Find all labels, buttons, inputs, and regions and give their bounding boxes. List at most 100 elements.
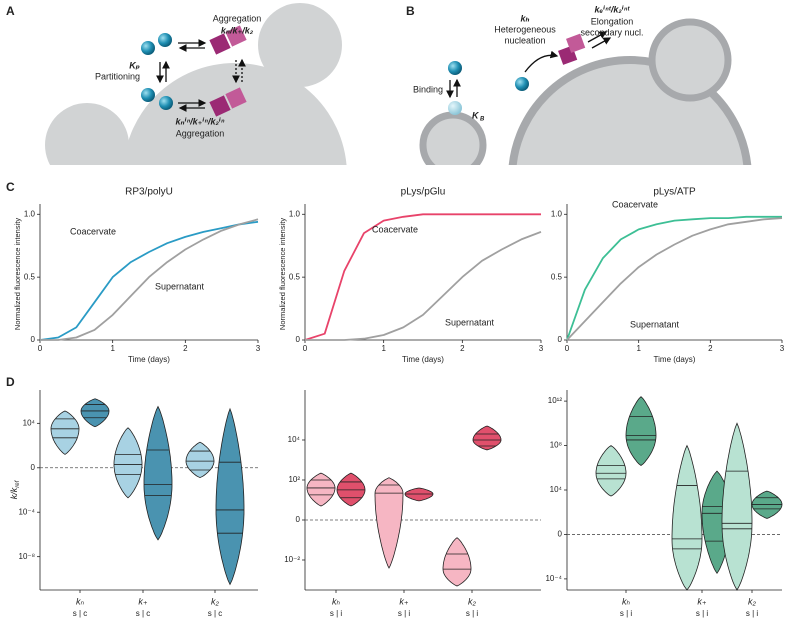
symbol: kₕ [520,13,529,23]
y-tick-label: 1.0 [289,209,301,218]
x-tick-label: 0 [303,344,308,353]
x-tick-sublabel: s | i [466,609,479,618]
x-tick-label: kₙ [76,596,85,606]
y-tick-label: 0 [558,335,563,344]
violin [50,410,80,455]
series-line [40,218,259,341]
violin [215,407,245,586]
x-tick-label: k₊ [399,596,409,606]
y-tick-label: 0.5 [24,272,36,281]
x-axis-label: Time (days) [654,355,696,364]
x-tick-label: k₊ [697,596,707,606]
x-tick-label: 3 [256,344,261,353]
y-tick-label: 1.0 [24,209,36,218]
y-tick-label: 10⁻⁸ [19,552,36,561]
series-line [304,213,541,341]
y-tick-label: 10⁸ [550,441,562,450]
y-tick-label: 0 [558,530,563,539]
series-label: Supernatant [445,317,495,327]
x-tick-sublabel: s | i [620,609,633,618]
x-tick-label: k₂ [468,596,477,606]
x-tick-label: 1 [381,344,386,353]
y-tick-label: 10⁻⁴ [545,574,562,583]
violin [113,427,143,499]
label: Partitioning [95,71,140,81]
violin [185,441,215,479]
series-line [305,231,542,341]
x-tick-label: 3 [539,344,544,353]
label: Binding [413,84,443,94]
symbol: K [472,110,480,120]
panel-label: B [406,4,415,18]
label: Heterogeneous [494,24,556,34]
series-label: Coacervate [70,226,116,236]
label: Aggregation [176,128,225,138]
chart-title: RP3/polyU [125,187,173,198]
x-tick-label: kₕ [622,596,631,606]
y-tick-label: 0 [296,335,301,344]
y-tick-label: 0.5 [289,272,301,281]
x-tick-sublabel: s | c [208,609,223,618]
label: Elongation [591,16,634,26]
y-axis-label-text: k/k [9,487,19,499]
violin [442,537,472,587]
series-label: Supernatant [155,281,205,291]
x-axis-label: Time (days) [402,355,444,364]
droplet [45,103,129,165]
symbol-subscript: B [480,117,485,123]
x-tick-label: 1 [110,344,115,353]
label: nucleation [504,35,545,45]
x-tick-sublabel: s | i [330,609,343,618]
violin [625,396,657,467]
y-axis-label: Normalized fluorescence intensity [278,218,287,330]
droplet [258,3,342,87]
x-tick-label: 2 [708,344,713,353]
y-tick-label: 10⁻² [284,555,300,564]
x-tick-label: 2 [183,344,188,353]
series-line [566,215,782,341]
rate-label: kₙⁱⁿ/k₊ⁱⁿ/k₂ⁱⁿ [176,116,225,126]
x-tick-sublabel: s | i [696,609,709,618]
x-tick-label: 3 [780,344,785,353]
violin [671,444,703,591]
panel-label: C [6,180,15,194]
y-tick-label: 0 [296,515,301,524]
panel-label: D [6,375,15,389]
x-tick-label: 2 [460,344,465,353]
y-tick-label: 1.0 [551,209,563,218]
series-label: Coacervate [372,224,418,234]
x-tick-label: 0 [565,344,570,353]
label: Aggregation [213,13,262,23]
y-tick-label: 10⁴ [550,485,563,494]
x-tick-label: k₂ [748,596,757,606]
violin [721,422,753,591]
x-tick-label: k₂ [211,596,220,606]
y-tick-label: 0 [31,463,36,472]
violin [306,472,336,507]
droplet [123,63,347,165]
violin [595,445,627,497]
y-axis-label: k/kref [9,479,20,499]
x-tick-label: k₊ [138,596,148,606]
x-tick-sublabel: s | i [746,609,759,618]
rate-label: kₙ/k₊/k₂ [221,25,254,35]
x-tick-label: 1 [636,344,641,353]
y-axis-label: Normalized fluorescence intensity [13,218,22,330]
series-label: Coacervate [612,199,658,209]
diagram-a [45,3,347,165]
y-tick-label: 0.5 [551,272,563,281]
diagram-b [419,18,752,165]
y-tick-label: 10¹² [548,396,563,405]
x-tick-label: kₕ [332,596,341,606]
symbol: Kₚ [129,60,140,70]
y-tick-label: 0 [31,335,36,344]
series-label: Supernatant [630,319,680,329]
label: secondary nucl. [580,27,643,37]
x-tick-sublabel: s | c [73,609,88,618]
series-line [39,220,259,341]
y-tick-label: 10⁻⁴ [18,507,35,516]
monomers-b [446,31,612,115]
violin [374,477,404,569]
chart-title: pLys/ATP [653,187,696,198]
